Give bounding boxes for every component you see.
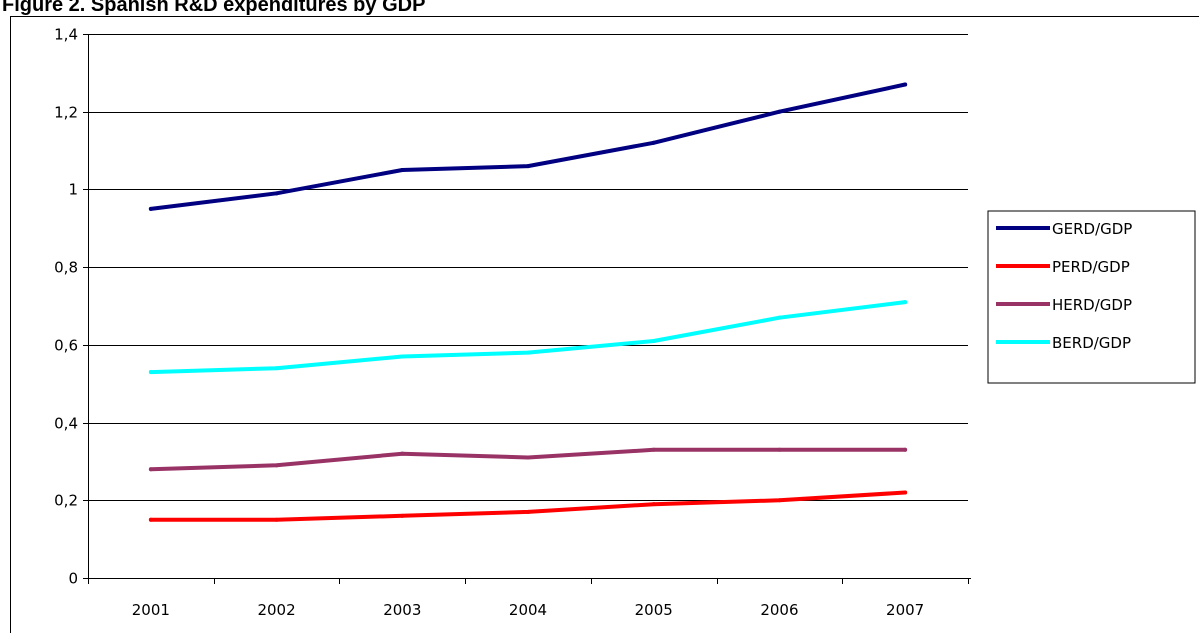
data-point: [526, 164, 530, 169]
data-point: [651, 447, 656, 452]
legend-label: GERD/GDP: [1052, 220, 1132, 238]
data-point: [274, 517, 279, 522]
data-point: [400, 168, 405, 172]
x-tick-label: 2003: [383, 601, 421, 619]
series-lines: [148, 82, 908, 522]
x-tick-label: 2001: [132, 601, 170, 619]
y-tick-label: 0,4: [54, 415, 78, 433]
data-point: [148, 206, 153, 211]
y-tick-label: 0,2: [54, 492, 78, 510]
data-point: [903, 82, 908, 87]
series-line: [148, 300, 908, 375]
data-point: [903, 300, 908, 305]
data-point: [526, 350, 530, 355]
data-point: [526, 509, 530, 514]
legend-box: [987, 210, 1196, 384]
data-point: [903, 447, 908, 452]
data-point: [777, 447, 782, 452]
legend-label: PERD/GDP: [1052, 258, 1130, 276]
series-line: [148, 82, 908, 211]
data-point: [274, 463, 279, 468]
chart-title: Figure 2. Spanish R&D expenditures by GD…: [2, 0, 426, 16]
data-point: [777, 498, 782, 503]
data-point: [148, 517, 153, 522]
x-tick-label: 2005: [635, 601, 673, 619]
data-point: [400, 513, 405, 518]
data-point: [148, 370, 153, 375]
legend-label: HERD/GDP: [1052, 296, 1132, 314]
data-point: [903, 490, 908, 495]
data-point: [274, 366, 279, 371]
legend-label: BERD/GDP: [1052, 334, 1131, 352]
legend: GERD/GDP PERD/GDP HERD/GDP BERD/GDP: [987, 210, 1196, 384]
data-point: [777, 109, 782, 114]
x-tick-label: 2007: [886, 601, 924, 619]
y-tick-label: 0: [68, 570, 78, 588]
y-tick-label: 1: [68, 181, 78, 199]
data-point: [777, 315, 782, 320]
data-point: [148, 467, 153, 472]
x-tick-label: 2004: [509, 601, 547, 619]
y-tick-label: 1,2: [54, 104, 78, 122]
y-tick-label: 0,6: [54, 337, 78, 355]
axes: 0 0,2 0,4 0,6 0,8 1 1,2 1,4 2001 2002 2003 2004 2005…: [54, 26, 971, 619]
x-tick-label: 2002: [257, 601, 295, 619]
series-line: [148, 490, 908, 522]
data-point: [651, 140, 656, 145]
data-point: [400, 451, 405, 456]
y-tick-label: 1,4: [54, 26, 78, 44]
data-point: [400, 354, 405, 359]
data-point: [651, 502, 656, 507]
x-tick-label: 2006: [760, 601, 798, 619]
data-point: [651, 338, 656, 343]
gridlines: [88, 34, 968, 501]
data-point: [526, 455, 530, 460]
data-point: [274, 191, 279, 196]
y-tick-label: 0,8: [54, 259, 78, 277]
